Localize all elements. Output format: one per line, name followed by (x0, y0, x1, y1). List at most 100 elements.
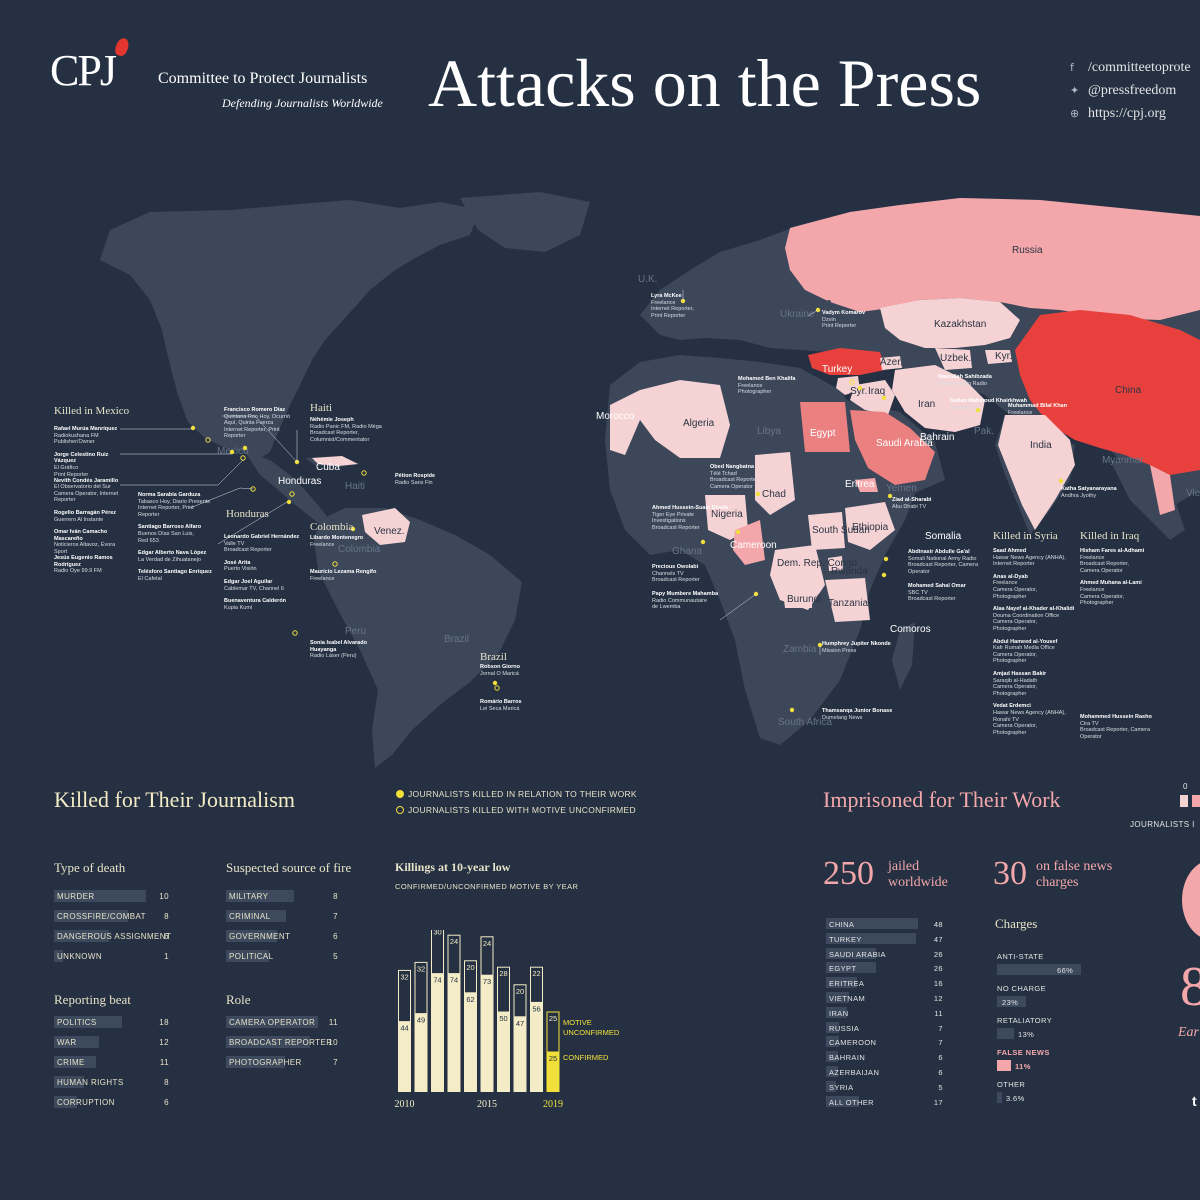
victim-detail: Columnist/Commentator (310, 436, 370, 443)
central-america (245, 452, 330, 526)
victim-detail: Broadcast Reporter, (1080, 561, 1129, 568)
label-chad: Chad (762, 489, 786, 500)
victim-detail: Douma Coordination Office (993, 612, 1060, 619)
victim-name: Sultan Mahmoud Khairkhwah (950, 398, 1028, 404)
country-saudi-arabia (850, 410, 935, 485)
north-america (100, 200, 480, 460)
label-iran: Iran (918, 399, 935, 410)
killings-chart-subtitle: CONFIRMED/UNCONFIRMED MOTIVE BY YEAR (395, 882, 579, 891)
jailed-bar (826, 1080, 836, 1092)
stat-bar (226, 1056, 285, 1068)
region-title-haiti: Haiti (310, 402, 332, 414)
label-pak: Pak. (974, 426, 994, 437)
org-tagline: Defending Journalists Worldwide (222, 96, 383, 110)
stat-label: CORRUPTION (57, 1098, 115, 1107)
label-brazil: Brazil (444, 634, 469, 645)
country-uzbek (935, 348, 972, 370)
victim-name: Precious Owolabi (652, 564, 699, 570)
victim-detail: Internet Reporter (993, 561, 1035, 568)
victim-name: Humphrey Jupiter Nkonde (822, 641, 891, 647)
stat-value: 5 (333, 952, 338, 961)
jailed-count-value: 5 (938, 1082, 943, 1092)
label-yemen: Yemen (886, 483, 917, 494)
country-nigeria (705, 495, 748, 540)
victim-detail: Reporter (138, 511, 160, 518)
victim-detail: Télé Tchad (710, 470, 737, 477)
stat-row: MURDER 10 (54, 889, 189, 903)
victim-detail: Jornal O Maricá (480, 670, 519, 677)
victim-detail: Broadcast Reporter (652, 577, 700, 584)
victim-entry: Mohammed Hussein Rasho Cira TV Broadcast R… (1080, 714, 1170, 740)
web-link[interactable]: https://cpj.org (1088, 106, 1166, 121)
jailed-country-row: TURKEY 47 (826, 932, 946, 945)
right-small-label: Ear (1178, 1025, 1199, 1040)
stat-label: POLITICAL (229, 952, 274, 961)
victim-detail: Camera Operator, (993, 619, 1038, 626)
charge-label: ANTI-STATE (997, 952, 1044, 961)
data-label-unconfirmed: 24 (483, 939, 491, 948)
x-tick-label: 2010 (395, 1099, 415, 1110)
victim-name: Ahmed Muhana al-Lami (1080, 580, 1142, 587)
victim-entry: Obed Nangbatna Télé Tchad Broadcast Report… (710, 464, 800, 490)
data-label-unconfirmed: 32 (400, 972, 408, 981)
social-web[interactable]: ⊕ https://cpj.org (1070, 102, 1191, 125)
victim-name: Robson Giorno (480, 664, 521, 670)
marker-unconfirmed (289, 491, 295, 497)
victim-detail: Buenos Días San Luis, (138, 530, 194, 537)
label-somalia: Somalia (925, 531, 962, 542)
victim-name: Nevith Condés Jaramillo (54, 477, 119, 484)
social-facebook[interactable]: f /committeetoprote (1070, 56, 1191, 79)
victim-detail: Print Reporter (822, 323, 857, 330)
madagascar (892, 622, 915, 690)
victim-detail: Freelance (1080, 586, 1105, 593)
bar-unconfirmed (480, 936, 494, 976)
jailed-bar (826, 992, 849, 1003)
bar-unconfirmed (414, 961, 428, 1015)
jailed-count-value: 16 (933, 979, 943, 989)
region-title-iraq: Killed in Iraq (1080, 530, 1140, 542)
victim-name: Telésforo Santiago Enríquez (138, 569, 212, 576)
jailed-country-label: SYRIA (829, 1082, 854, 1092)
victim-detail: Tabasco Hoy, Diario Presente (138, 498, 211, 505)
jailed-countries (312, 198, 1200, 622)
stat-bar (54, 910, 128, 922)
twitter-link[interactable]: @pressfreedom (1088, 83, 1177, 98)
data-label-unconfirmed: 22 (532, 969, 540, 978)
marker-confirmed (887, 493, 893, 499)
stat-bar (54, 1096, 77, 1108)
jailed-bar (826, 918, 918, 929)
victim-name: Buenaventura Calderón (224, 598, 287, 605)
victim-detail: Cira TV (1080, 720, 1099, 727)
label-ghana: Ghana (672, 546, 702, 557)
label-tanzania: Tanzania (828, 598, 868, 609)
legend-unconfirmed: JOURNALISTS KILLED WITH MOTIVE UNCONFIRM… (396, 805, 636, 815)
victim-entry: Francisco Romero Díaz Quintana Roo Hoy, O… (224, 407, 319, 440)
country-iran (892, 365, 985, 432)
label-peru: Peru (345, 626, 366, 637)
victim-name: Omar Iván Camacho Mascareño (54, 529, 108, 542)
victim-detail: Dumelang News (822, 714, 863, 721)
marker-confirmed (700, 539, 706, 545)
victim-name: Saad Ahmed (993, 548, 1027, 554)
label-egypt: Egypt (810, 428, 836, 439)
victim-name: Leonardo Gabriel Hernández (224, 534, 300, 540)
stat-row: PHOTOGRAPHER 7 (226, 1055, 358, 1069)
reporting-beat-title: Reporting beat (54, 992, 131, 1007)
stat-value: 6 (164, 932, 169, 941)
bar-confirmed (530, 1002, 543, 1092)
label-drc: Dem. Rep. Congo (777, 558, 857, 569)
social-twitter[interactable]: ✦ @pressfreedom (1070, 79, 1191, 102)
victim-name: José Arita (224, 559, 251, 566)
victim-detail: Freelance (310, 541, 335, 548)
victim-detail: Hawar News Agency (ANHA), (993, 554, 1066, 561)
victim-entry: Telésforo Santiago Enríquez El Cafetal (138, 569, 233, 582)
imprisoned-section-title: Imprisoned for Their Work (823, 787, 1061, 812)
stat-bar (226, 950, 269, 962)
victim-entry: Mohamed Sahal Omar SBC TV Broadcast Report… (908, 583, 998, 603)
facebook-link[interactable]: /committeetoprote (1088, 60, 1191, 75)
victim-detail: Investigations (652, 518, 686, 525)
stat-row: CRIMINAL 7 (226, 909, 358, 923)
source-of-fire-title: Suspected source of fire (226, 860, 352, 875)
victim-detail: Internet Reporter, Print (138, 505, 194, 512)
marker-unconfirmed (292, 630, 298, 636)
